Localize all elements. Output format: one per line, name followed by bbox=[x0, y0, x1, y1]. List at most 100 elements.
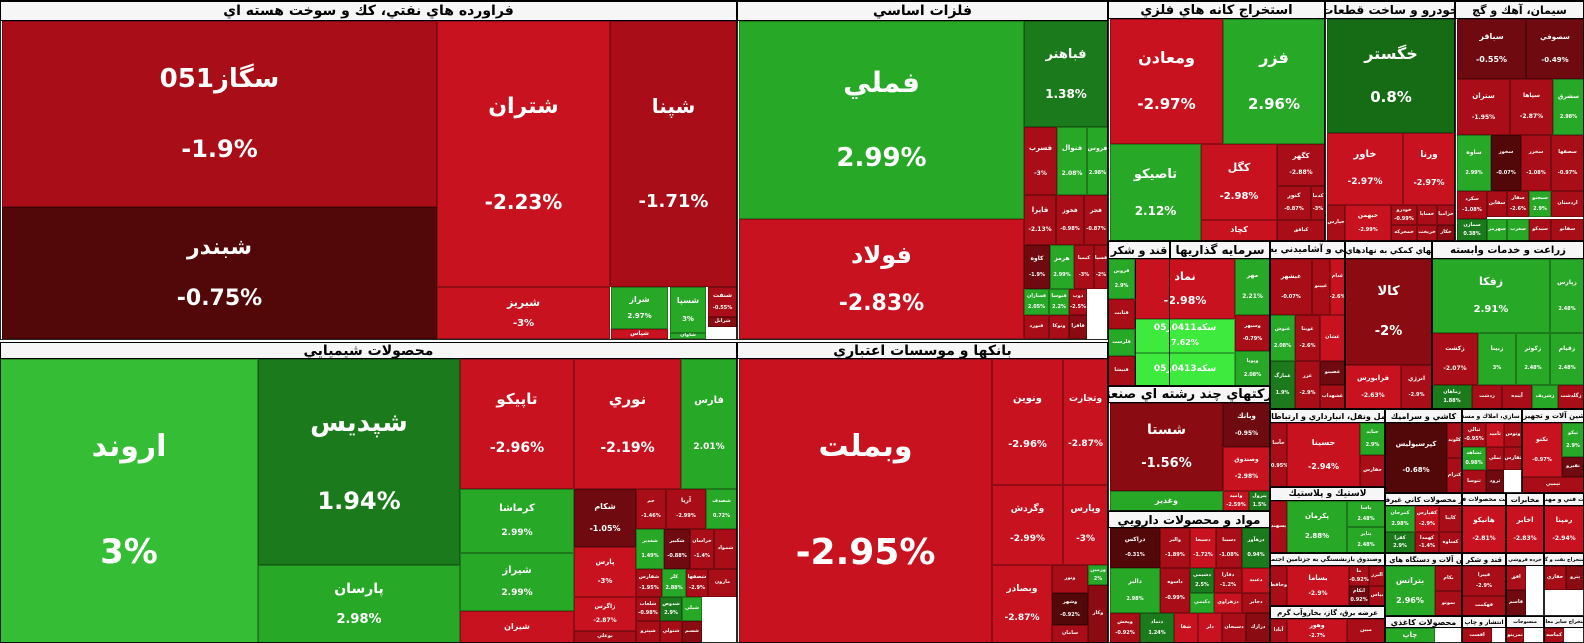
tile-banks-0[interactable]: وبملت -2.95% bbox=[739, 359, 992, 643]
tile-chem-1[interactable]: شپديس 1.94% bbox=[258, 359, 460, 565]
tile-mining-8[interactable]: كبافق bbox=[1277, 220, 1325, 241]
tile-machinery-0[interactable]: تكنو -0.97% bbox=[1522, 423, 1562, 477]
tile-agri-9[interactable]: زشريف bbox=[1532, 385, 1558, 409]
tile-paper-0[interactable]: چاپ bbox=[1385, 628, 1435, 643]
tile-kani-1[interactable]: كفپارس -2.9% bbox=[1415, 506, 1439, 532]
tile-banks-6[interactable]: ونور bbox=[1052, 565, 1088, 593]
tile-transport-1[interactable]: حسينا -2.94% bbox=[1287, 423, 1360, 487]
tile-metals-13[interactable]: فسازان 2.05% bbox=[1024, 289, 1049, 315]
tile-finaux-2[interactable]: انرژي -2.9% bbox=[1401, 365, 1432, 409]
tile-cement-15[interactable]: سهرمز bbox=[1487, 219, 1507, 241]
tile-pharma-2[interactable]: دسبحا -1.72% bbox=[1190, 528, 1216, 568]
tile-oil-8[interactable]: شپاس bbox=[611, 329, 668, 339]
tile-tire-0[interactable]: پسهند bbox=[1270, 501, 1287, 553]
tile-auto-2[interactable]: ورنا -2.97% bbox=[1403, 133, 1455, 205]
tile-metals-6[interactable]: فايرا -2.13% bbox=[1024, 195, 1056, 245]
tile-cement-14[interactable]: سمازن 0.38% bbox=[1457, 219, 1487, 241]
tile-pharma-0[interactable]: دراكس -0.31% bbox=[1110, 528, 1160, 568]
tile-auto-10[interactable]: خكار bbox=[1437, 225, 1455, 241]
tile-mining-2[interactable]: تاصيكو 2.12% bbox=[1110, 144, 1201, 241]
tile-cement-8[interactable]: سصفها -0.97% bbox=[1551, 135, 1584, 191]
tile-chem-26[interactable]: شپلي bbox=[682, 597, 702, 621]
tile-metals-9[interactable]: كاوه -1.9% bbox=[1024, 245, 1050, 289]
tile-chem-3[interactable]: تاپيكو -2.96% bbox=[460, 359, 574, 489]
tile-sugar-2[interactable]: قلرست bbox=[1108, 329, 1135, 356]
tile-tire-3[interactable]: پتاير 2.48% bbox=[1347, 527, 1385, 553]
tile-cement-10[interactable]: سقاين bbox=[1487, 191, 1507, 217]
tile-chem-6[interactable]: كرماشا 2.99% bbox=[460, 489, 574, 553]
tile-auto-5[interactable]: خودرو -0.99% bbox=[1391, 205, 1417, 225]
tile-pharma-16[interactable]: دلر bbox=[1198, 613, 1222, 643]
tile-power-2[interactable]: آبادا bbox=[1270, 619, 1287, 643]
tile-kani-4[interactable]: كهمدا -1.4% bbox=[1415, 532, 1439, 553]
tile-chem-10[interactable]: پارس -3% bbox=[574, 547, 636, 597]
tile-metals-11[interactable]: كيميا -3% bbox=[1074, 245, 1094, 289]
tile-electric-1[interactable]: بكام bbox=[1435, 566, 1462, 591]
tile-invest-1[interactable]: سكه0411ر05 7.62% bbox=[1135, 319, 1235, 353]
tile-kani-3[interactable]: كفرا 2.9% bbox=[1385, 532, 1415, 553]
tile-chem-28[interactable]: شتولي bbox=[660, 621, 682, 643]
tile-oil-7[interactable]: شنفت -0.55% bbox=[708, 287, 737, 317]
tile-ceramic-1[interactable]: كلوند bbox=[1447, 423, 1462, 458]
tile-machinery-1[interactable]: تپكو 2.9% bbox=[1562, 423, 1584, 457]
tile-realestate-3[interactable]: ثشاهد 0.98% bbox=[1462, 447, 1486, 470]
tile-chem-23[interactable]: مارون bbox=[708, 569, 737, 597]
tile-cement-9[interactable]: سكرد -1.08% bbox=[1457, 191, 1487, 219]
tile-sugar2-1[interactable]: قهكمت bbox=[1462, 596, 1506, 616]
tile-sugar-1[interactable]: قثابت bbox=[1108, 299, 1135, 329]
tile-insurance-5[interactable]: بپاس bbox=[1369, 586, 1385, 606]
tile-chem-8[interactable]: شيران bbox=[460, 611, 574, 643]
tile-banks-5[interactable]: وبصادر -2.87% bbox=[992, 565, 1052, 643]
tile-felezi-0[interactable]: هانيكو -2.81% bbox=[1462, 506, 1506, 553]
tile-food-1[interactable]: غپينو bbox=[1312, 259, 1330, 315]
tile-metals-15[interactable]: ذوب -2.5% bbox=[1069, 289, 1087, 315]
tile-finaux-0[interactable]: كالا -2% bbox=[1345, 259, 1432, 365]
tile-metals-3[interactable]: فسرب -3% bbox=[1024, 127, 1057, 195]
tile-pharma-5[interactable]: دالبر 2.98% bbox=[1110, 568, 1160, 613]
tile-chem-4[interactable]: نوري -2.19% bbox=[574, 359, 681, 489]
tile-auto-6[interactable]: خساپا bbox=[1417, 205, 1437, 225]
tile-metals-4[interactable]: فنوال 2.08% bbox=[1057, 127, 1087, 195]
tile-banks-9[interactable]: وزمين 2% bbox=[1088, 565, 1108, 585]
tile-tire-1[interactable]: پكرمان 2.88% bbox=[1287, 501, 1347, 553]
tile-chem-21[interactable]: كلر 2.88% bbox=[662, 569, 686, 597]
tile-realestate-2[interactable]: وتوس bbox=[1504, 423, 1522, 447]
tile-mining-1[interactable]: فزر 2.96% bbox=[1223, 19, 1325, 144]
tile-oilext-0[interactable]: حفاري bbox=[1544, 566, 1566, 590]
tile-chem-19[interactable]: شمواد bbox=[714, 529, 737, 569]
tile-agri-4[interactable]: زكوثر 2.48% bbox=[1516, 333, 1550, 385]
tile-chem-24[interactable]: شلعاب -0.98% bbox=[636, 597, 660, 621]
tile-sugar-0[interactable]: قزوين 2.9% bbox=[1108, 259, 1135, 299]
tile-pharma-9[interactable]: دعبيد bbox=[1242, 568, 1270, 593]
tile-food-8[interactable]: غصينو bbox=[1320, 361, 1345, 385]
tile-electric-2[interactable]: بموتو bbox=[1435, 591, 1462, 616]
tile-oil-5[interactable]: شراز 2.97% bbox=[611, 287, 668, 329]
tile-pharma-18[interactable]: درازك bbox=[1246, 613, 1270, 643]
tile-auto-8[interactable]: خمحركه bbox=[1391, 225, 1417, 241]
tile-kani-2[interactable]: كايتا bbox=[1439, 506, 1462, 532]
tile-invest-4[interactable]: وسپهر -0.79% bbox=[1235, 315, 1270, 351]
tile-chem-7[interactable]: شيراز 2.99% bbox=[460, 553, 574, 611]
tile-sugar2-0[interactable]: قپيرا -2.9% bbox=[1462, 566, 1506, 596]
tile-agri-7[interactable]: زدشت bbox=[1472, 385, 1502, 409]
tile-auto-9[interactable]: خريخت bbox=[1417, 225, 1437, 241]
tile-cement-0[interactable]: سباقر -0.55% bbox=[1457, 19, 1526, 79]
tile-pharma-8[interactable]: دفارا -1.2% bbox=[1214, 568, 1242, 593]
tile-invest-0[interactable]: نماد -2.98% bbox=[1135, 259, 1235, 319]
tile-auto-4[interactable]: خبهمن -2.99% bbox=[1345, 205, 1391, 241]
tile-chem-25[interactable]: شدوص 2.9% bbox=[660, 597, 682, 621]
tile-multi-2[interactable]: وصندوق -2.98% bbox=[1223, 447, 1270, 491]
tile-misc2-0[interactable]: كماسه bbox=[1544, 628, 1564, 643]
tile-chem-29[interactable]: شسم bbox=[682, 621, 702, 643]
tile-eng-0[interactable]: رمپنا -2.94% bbox=[1544, 506, 1584, 553]
tile-realestate-5[interactable]: ثفارس bbox=[1504, 447, 1522, 470]
tile-cement-12[interactable]: سبجنو 2.9% bbox=[1529, 191, 1551, 217]
tile-oil-1[interactable]: شبندر -0.75% bbox=[2, 207, 437, 339]
tile-transport-3[interactable]: حفارس bbox=[1360, 455, 1385, 487]
tile-ceramic-2[interactable]: كترام bbox=[1447, 458, 1462, 493]
tile-pharma-12[interactable]: دجابر bbox=[1242, 593, 1270, 613]
tile-pharma-10[interactable]: دكيمي bbox=[1190, 593, 1214, 613]
tile-transport-2[interactable]: حتايد 2.9% bbox=[1360, 423, 1385, 455]
tile-oil-6[interactable]: شسپا 3% bbox=[670, 287, 706, 333]
tile-agri-1[interactable]: زپارس 2.48% bbox=[1550, 259, 1584, 333]
